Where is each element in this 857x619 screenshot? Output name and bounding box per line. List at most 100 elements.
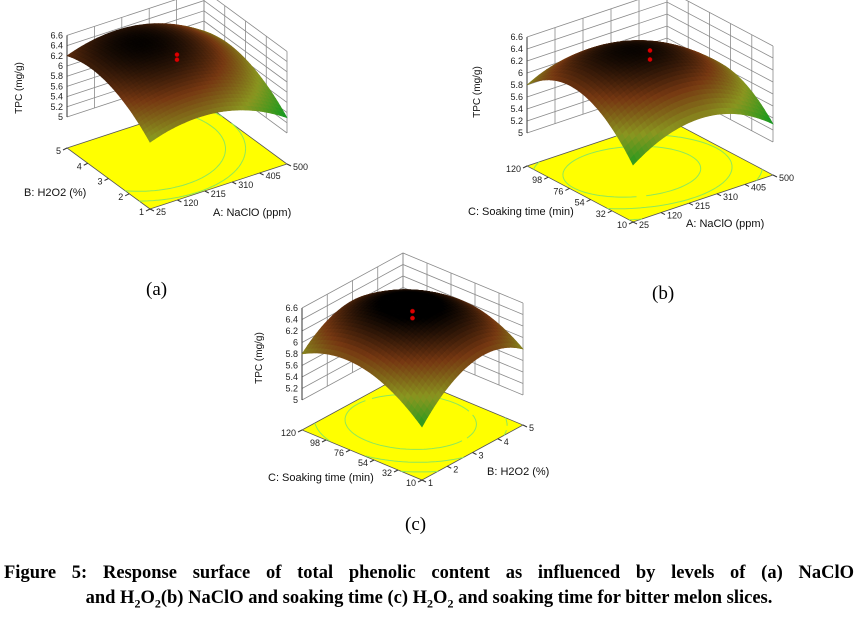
z-tick-label: 5.8 — [285, 349, 298, 359]
z-tick-label: 5.6 — [50, 81, 63, 91]
z-tick-label: 6 — [518, 68, 523, 78]
caption-subscript: 2 — [447, 596, 454, 611]
x-tick-mark — [177, 199, 182, 203]
x-tick-mark — [149, 208, 155, 212]
y-axis-title: C: Soaking time (min) — [268, 472, 374, 484]
response-surface — [66, 23, 288, 143]
z-tick-label: 6.6 — [510, 32, 523, 42]
x-tick-mark — [632, 221, 638, 225]
contour-line — [401, 470, 438, 473]
z-axis-title: TPC (mg/g) — [472, 66, 483, 118]
z-tick-label: 5.4 — [510, 104, 523, 114]
z-tick-label: 6.6 — [50, 30, 63, 40]
caption-text: (b) NaClO and soaking time (c) H — [160, 588, 428, 608]
y-tick-label: 120 — [281, 428, 296, 438]
panel-label-c: (c) — [405, 514, 427, 535]
z-tick-label: 5.2 — [510, 116, 523, 126]
figure-caption-line-2: and H2O2(b) NaClO and soaking time (c) H… — [4, 588, 854, 612]
panel-label-a: (a) — [146, 279, 168, 300]
surface-facet — [629, 154, 638, 166]
caption-text: and H — [85, 588, 135, 608]
y-tick-mark — [417, 479, 423, 483]
z-tick-label: 6.6 — [285, 303, 298, 313]
y-tick-label: 98 — [310, 438, 320, 448]
y-tick-mark — [586, 199, 591, 203]
y-tick-label: 54 — [358, 458, 368, 468]
y-tick-label: 32 — [382, 468, 392, 478]
y-tick-label: 2 — [118, 192, 123, 202]
caption-text: and soaking time for bitter melon slices… — [453, 588, 773, 608]
contour-line — [314, 381, 508, 463]
surface-plot-a: 55.25.45.65.866.26.46.625120215310405500… — [14, 0, 308, 219]
z-tick-label: 5.8 — [50, 71, 63, 81]
contour-line — [562, 145, 702, 198]
x-axis-title: A: NaClO (ppm) — [213, 207, 291, 219]
y-tick-label: 54 — [575, 198, 585, 208]
z-axis-title: TPC (mg/g) — [14, 62, 25, 114]
x-tick-label: 500 — [293, 162, 308, 172]
y-tick-mark — [628, 221, 634, 225]
z-tick-label: 5 — [293, 395, 298, 405]
wall-gridline — [526, 0, 774, 47]
y-tick-label: 3 — [97, 177, 102, 187]
z-tick-label: 6 — [58, 61, 63, 71]
y-tick-label: 4 — [77, 161, 82, 171]
x-tick-mark — [421, 479, 427, 483]
x-tick-mark — [522, 424, 528, 428]
y-tick-mark — [83, 162, 88, 166]
z-tick-label: 6.4 — [510, 44, 523, 54]
y-tick-label: 76 — [334, 448, 344, 458]
x-tick-label: 310 — [723, 192, 738, 202]
surface-plot-c: 55.25.45.65.866.26.46.612345103254769812… — [254, 252, 549, 488]
x-tick-label: 4 — [504, 437, 509, 447]
figure-caption-line-1: Figure 5: Response surface of total phen… — [4, 563, 854, 583]
design-point — [174, 52, 180, 58]
x-tick-label: 500 — [779, 173, 794, 183]
response-surface — [526, 40, 774, 166]
y-tick-mark — [297, 429, 303, 433]
x-tick-label: 120 — [667, 211, 682, 221]
y-axis-title: B: H2O2 (%) — [24, 187, 86, 199]
y-tick-mark — [62, 147, 68, 151]
x-tick-label: 5 — [529, 423, 534, 433]
z-tick-label: 5.8 — [510, 80, 523, 90]
floor-contours — [314, 381, 508, 473]
y-axis-title: C: Soaking time (min) — [468, 206, 574, 218]
x-tick-label: 3 — [479, 451, 484, 461]
wall-gridline — [66, 0, 288, 52]
z-tick-label: 5.4 — [285, 372, 298, 382]
x-tick-label: 405 — [266, 171, 281, 181]
x-tick-mark — [472, 452, 477, 455]
x-tick-label: 405 — [751, 182, 766, 192]
z-tick-label: 5.6 — [285, 361, 298, 371]
y-tick-label: 10 — [406, 478, 416, 488]
x-tick-label: 2 — [453, 464, 458, 474]
surface-facet — [418, 416, 426, 428]
design-point — [409, 308, 416, 314]
response-surface — [301, 289, 524, 428]
z-tick-label: 6.4 — [285, 315, 298, 325]
z-tick-label: 6.2 — [50, 51, 63, 61]
z-tick-label: 5.4 — [50, 92, 63, 102]
z-tick-label: 6.2 — [285, 326, 298, 336]
y-tick-label: 120 — [506, 164, 521, 174]
design-point — [409, 315, 416, 321]
y-tick-mark — [522, 165, 528, 169]
x-tick-mark — [447, 465, 452, 469]
x-axis-title: B: H2O2 (%) — [487, 466, 549, 478]
design-point — [647, 47, 653, 54]
caption-text: O — [433, 588, 448, 608]
y-tick-mark — [393, 469, 399, 473]
y-tick-mark — [345, 449, 351, 453]
y-tick-label: 32 — [596, 209, 606, 219]
z-tick-label: 5 — [58, 112, 63, 122]
z-tick-label: 6.2 — [510, 56, 523, 66]
caption-subscript: 2 — [427, 596, 434, 611]
design-point — [647, 56, 653, 63]
y-tick-label: 10 — [617, 220, 627, 230]
surface-facet — [147, 135, 155, 143]
y-tick-mark — [543, 176, 549, 180]
y-tick-mark — [607, 210, 613, 214]
caption-subscript: 2 — [154, 596, 161, 611]
